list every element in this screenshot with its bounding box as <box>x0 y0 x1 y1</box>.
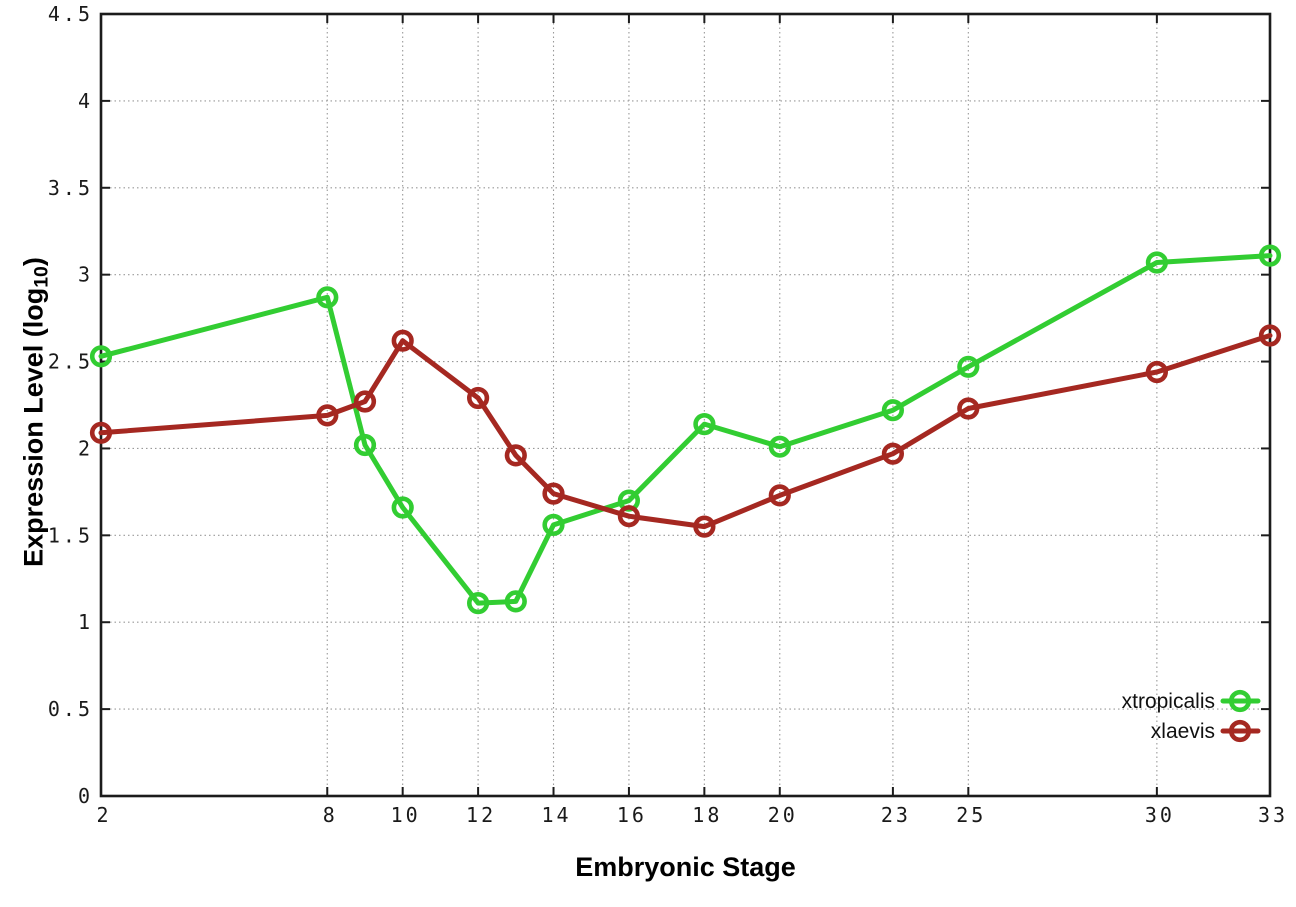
x-tick-labels: 2 8 10 12 14 16 18 20 23 25 30 33 <box>96 803 1288 827</box>
data-point <box>768 435 791 458</box>
data-point <box>467 386 490 410</box>
y-tick-label: 0.5 <box>48 697 93 721</box>
data-point <box>353 433 377 457</box>
data-point <box>316 404 339 427</box>
x-tick-label: 33 <box>1258 803 1288 827</box>
data-point <box>1258 324 1282 347</box>
x-tick-label: 8 <box>323 803 338 827</box>
data-point <box>316 286 339 309</box>
plot-border <box>99 12 1272 798</box>
y-tick-label: 2.5 <box>48 350 93 374</box>
data-point <box>504 590 527 613</box>
legend-label: xlaevis <box>1151 720 1215 743</box>
y-tick-label: 3.5 <box>48 176 93 200</box>
x-tick-label: 16 <box>617 803 647 827</box>
y-tick-label: 0 <box>78 784 93 808</box>
legend-item-xtropicalis: xtropicalis <box>1122 689 1261 713</box>
y-tick-label: 3 <box>78 263 93 287</box>
data-point <box>957 355 980 378</box>
y-tick-label: 2 <box>78 436 93 460</box>
legend-marker-sample <box>1228 689 1252 713</box>
y-axis-title: Expression Level (log10) <box>19 257 54 567</box>
data-point <box>1258 244 1282 267</box>
y-tick-label: 4.5 <box>48 2 93 26</box>
data-point <box>693 515 716 538</box>
x-tick-label: 14 <box>541 803 571 827</box>
y-tick-label: 1 <box>78 610 93 634</box>
data-point <box>693 413 716 436</box>
y-axis-title-subscript: 10 <box>30 266 53 288</box>
x-tick-label: 2 <box>96 803 111 827</box>
series-line <box>98 333 1273 530</box>
tick-marks <box>100 13 1271 797</box>
data-point <box>881 399 905 422</box>
y-tick-label: 4 <box>78 89 93 113</box>
y-axis-title-main: Expression Level (log <box>18 287 49 567</box>
data-point <box>542 513 565 537</box>
data-point <box>467 591 490 615</box>
data-point <box>391 329 414 352</box>
data-point <box>504 444 527 467</box>
y-tick-label: 1.5 <box>48 523 93 547</box>
legend-item-xlaevis: xlaevis <box>1151 719 1261 743</box>
data-point <box>617 505 641 528</box>
legend: xtropicalis xlaevis <box>1122 689 1261 743</box>
y-tick-labels: 0 0.5 1 1.5 2 2.5 3 3.5 4 4.5 <box>48 2 93 808</box>
legend-marker-sample <box>1228 719 1252 743</box>
data-point <box>89 421 113 444</box>
x-axis-title: Embryonic Stage <box>575 852 796 882</box>
legend-label: xtropicalis <box>1122 690 1215 713</box>
data-point <box>957 397 980 420</box>
data-point <box>89 345 113 368</box>
x-tick-label: 12 <box>466 803 496 827</box>
data-point <box>353 390 377 413</box>
x-tick-label: 20 <box>768 803 798 827</box>
grid-lines <box>101 14 1270 796</box>
data-point <box>881 442 905 465</box>
series-line <box>98 253 1273 606</box>
data-point <box>542 482 565 505</box>
x-tick-label: 18 <box>692 803 722 827</box>
x-tick-label: 23 <box>881 803 911 827</box>
x-tick-label: 30 <box>1145 803 1175 827</box>
data-point <box>768 484 791 507</box>
data-point <box>391 496 414 519</box>
y-axis-title-close: ) <box>18 257 49 267</box>
data-point <box>1145 251 1168 274</box>
x-tick-label: 10 <box>391 803 421 827</box>
series-xlaevis <box>89 324 1282 538</box>
data-point <box>1145 360 1168 384</box>
series-xtropicalis <box>89 244 1282 615</box>
x-tick-label: 25 <box>956 803 986 827</box>
